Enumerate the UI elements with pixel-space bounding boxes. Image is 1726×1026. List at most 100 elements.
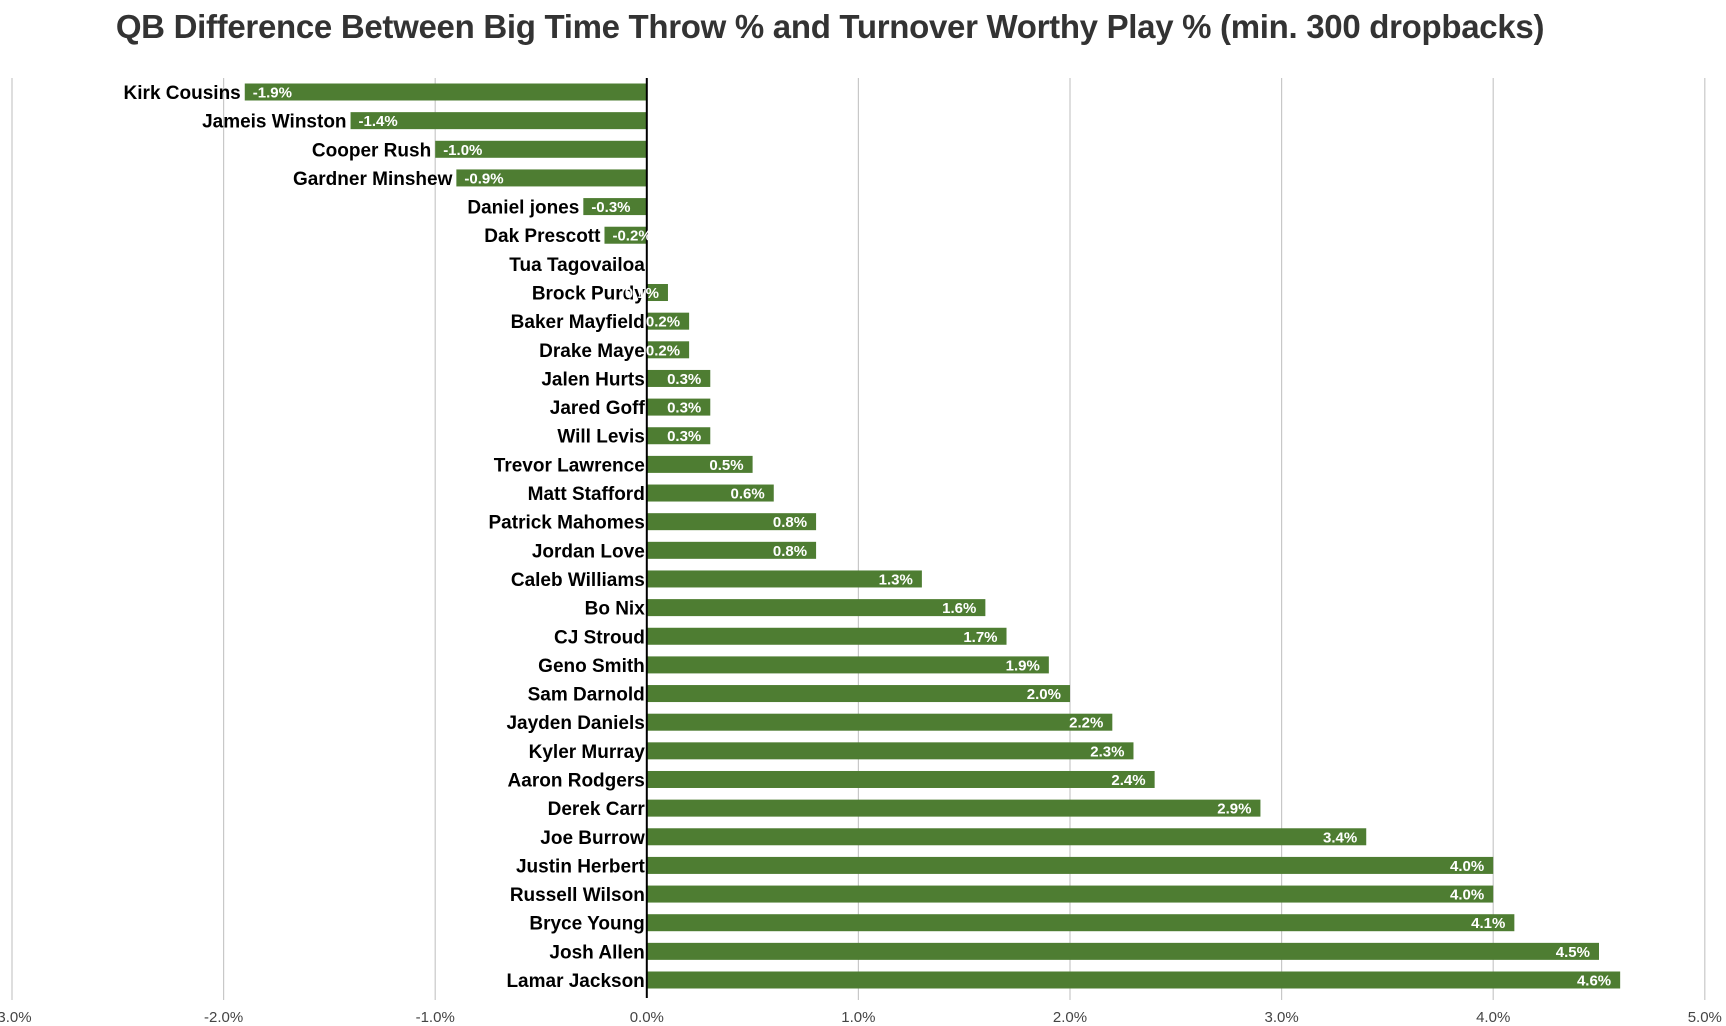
category-label: Daniel jones: [467, 198, 579, 219]
data-label: 0.8%: [773, 543, 807, 560]
bar: [646, 914, 1515, 932]
data-label: 2.9%: [1217, 801, 1251, 818]
bar: [646, 513, 817, 531]
data-label: 4.0%: [1450, 887, 1484, 904]
bar: [244, 83, 647, 101]
bar: [646, 570, 922, 588]
bar: [646, 541, 817, 559]
category-label: Geno Smith: [538, 656, 645, 677]
x-tick-label: 3.0%: [1264, 1009, 1298, 1026]
bar: [435, 140, 647, 158]
category-label: Justin Herbert: [516, 856, 645, 877]
category-label: Jordan Love: [532, 541, 645, 562]
data-label: -0.2%: [612, 228, 651, 245]
category-label: Trevor Lawrence: [494, 455, 645, 476]
data-label: 1.9%: [1006, 657, 1040, 674]
category-label: Josh Allen: [549, 942, 644, 963]
data-labels: -1.9% -1.4% -1.0% -0.9% -0.3% -0.2% 0.1% 0.2% 0.…: [253, 85, 1611, 990]
data-label: 4.0%: [1450, 858, 1484, 875]
category-label: Gardner Minshew: [293, 169, 453, 190]
bar: [456, 169, 647, 187]
category-label: Derek Carr: [548, 799, 646, 820]
x-tick-label: 5.0%: [1688, 1009, 1722, 1026]
chart-title: QB Difference Between Big Time Throw % a…: [115, 8, 1545, 45]
category-label: Kirk Cousins: [124, 83, 241, 104]
category-label: Tua Tagovailoa: [509, 255, 645, 276]
bar: [646, 627, 1007, 645]
category-label: Jameis Winston: [202, 112, 346, 133]
category-label: Aaron Rodgers: [508, 770, 645, 791]
category-label: Drake Maye: [539, 341, 645, 362]
bar: [646, 828, 1367, 846]
data-label: 2.0%: [1027, 686, 1061, 703]
data-label: 0.8%: [773, 514, 807, 531]
data-label: -1.4%: [359, 113, 398, 130]
bar: [646, 885, 1494, 903]
data-label: 0.3%: [667, 400, 701, 417]
category-label: Patrick Mahomes: [489, 513, 645, 534]
bar: [583, 198, 647, 216]
category-label: Bryce Young: [529, 914, 644, 935]
bar: [646, 685, 1070, 703]
data-label: -0.9%: [464, 170, 503, 187]
category-label: Brock Purdy: [532, 284, 645, 305]
data-label: 0.5%: [709, 457, 743, 474]
bar: [646, 369, 711, 387]
bar: [646, 799, 1261, 817]
bar: [646, 742, 1134, 760]
x-tick-label: 0.0%: [630, 1009, 664, 1026]
bar: [646, 942, 1599, 960]
x-axis-tick-labels: -3.0% -2.0% -1.0% 0.0% 1.0% 2.0% 3.0% 4.0% 5.0%: [0, 1009, 1722, 1026]
data-label: 0.1%: [625, 285, 659, 302]
data-label: 1.6%: [942, 600, 976, 617]
data-label: -0.3%: [591, 199, 630, 216]
bar: [646, 770, 1155, 788]
bar: [646, 713, 1113, 731]
data-label: 0.3%: [667, 428, 701, 445]
bar: [646, 427, 711, 445]
data-label: 2.2%: [1069, 715, 1103, 732]
bar: [646, 455, 753, 473]
category-label: Cooper Rush: [312, 140, 431, 161]
x-tick-label: 4.0%: [1476, 1009, 1510, 1026]
bar: [604, 226, 647, 244]
x-tick-label: -3.0%: [0, 1009, 32, 1026]
data-label: 3.4%: [1323, 829, 1357, 846]
category-label: Dak Prescott: [484, 226, 601, 247]
bar: [646, 971, 1621, 989]
data-label: 0.2%: [646, 314, 680, 331]
bar: [646, 599, 986, 617]
bar: [646, 312, 690, 330]
data-label: -1.0%: [443, 142, 482, 159]
category-label: Bo Nix: [585, 599, 646, 620]
bar: [646, 398, 711, 416]
category-label: Will Levis: [557, 427, 644, 448]
data-label: 4.1%: [1471, 915, 1505, 932]
data-label: 4.6%: [1577, 973, 1611, 990]
x-tick-label: 1.0%: [841, 1009, 875, 1026]
data-label: 2.4%: [1111, 772, 1145, 789]
category-label: Jared Goff: [550, 398, 646, 419]
gridlines: [11, 78, 1706, 1000]
x-tick-label: 2.0%: [1053, 1009, 1087, 1026]
data-label: 2.3%: [1090, 743, 1124, 760]
category-label: Jalen Hurts: [541, 369, 644, 390]
bar: [646, 856, 1494, 874]
data-label: 1.7%: [963, 629, 997, 646]
bar: [646, 484, 774, 502]
category-label: Caleb Williams: [511, 570, 645, 591]
x-tick-label: -1.0%: [416, 1009, 455, 1026]
bar: [646, 284, 668, 302]
x-tick-label: -2.0%: [204, 1009, 243, 1026]
category-label: Baker Mayfield: [511, 312, 645, 333]
data-label: 0.6%: [731, 486, 765, 503]
category-label: Kyler Murray: [529, 742, 646, 763]
category-label: Joe Burrow: [540, 828, 645, 849]
data-label: -1.9%: [253, 85, 292, 102]
category-label: Lamar Jackson: [506, 971, 644, 992]
category-label: Jayden Daniels: [506, 713, 644, 734]
bar: [646, 341, 690, 359]
data-label: 0.2%: [646, 342, 680, 359]
category-labels: Kirk Cousins Jameis Winston Cooper Rush Gar…: [124, 83, 646, 992]
